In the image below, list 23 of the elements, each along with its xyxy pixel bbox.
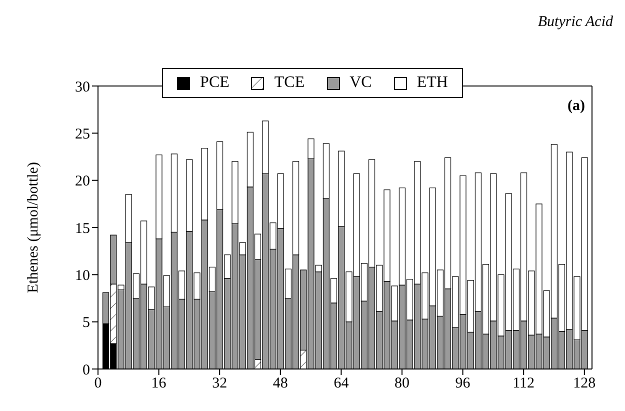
chart-title: Butyric Acid — [538, 14, 613, 31]
y-axis-title: Ethenes (μmol/bottle) — [25, 162, 42, 293]
y-tick-label: 10 — [75, 268, 90, 284]
x-tick-label: 96 — [455, 376, 471, 392]
x-tick-label: 48 — [272, 376, 288, 392]
x-tick-label: 16 — [151, 376, 167, 392]
x-tick-label: 128 — [573, 376, 596, 392]
y-tick-label: 15 — [75, 220, 90, 237]
y-tick-label: 30 — [75, 79, 90, 96]
annotation: (a) — [568, 98, 585, 115]
legend-label: PCE — [200, 74, 230, 92]
y-tick-label: 25 — [75, 126, 90, 142]
legend-label: VC — [350, 74, 372, 92]
legend-label: ETH — [416, 74, 448, 92]
y-tick-label: 5 — [82, 315, 90, 332]
y-tick-label: 0 — [82, 362, 90, 378]
x-tick-label: 0 — [94, 376, 102, 392]
x-tick-label: 80 — [394, 376, 410, 392]
legend-label: TCE — [274, 74, 305, 92]
x-tick-label: 64 — [334, 376, 350, 392]
x-tick-label: 32 — [212, 376, 228, 392]
x-tick-label: 112 — [512, 376, 535, 392]
y-tick-label: 20 — [75, 174, 90, 190]
